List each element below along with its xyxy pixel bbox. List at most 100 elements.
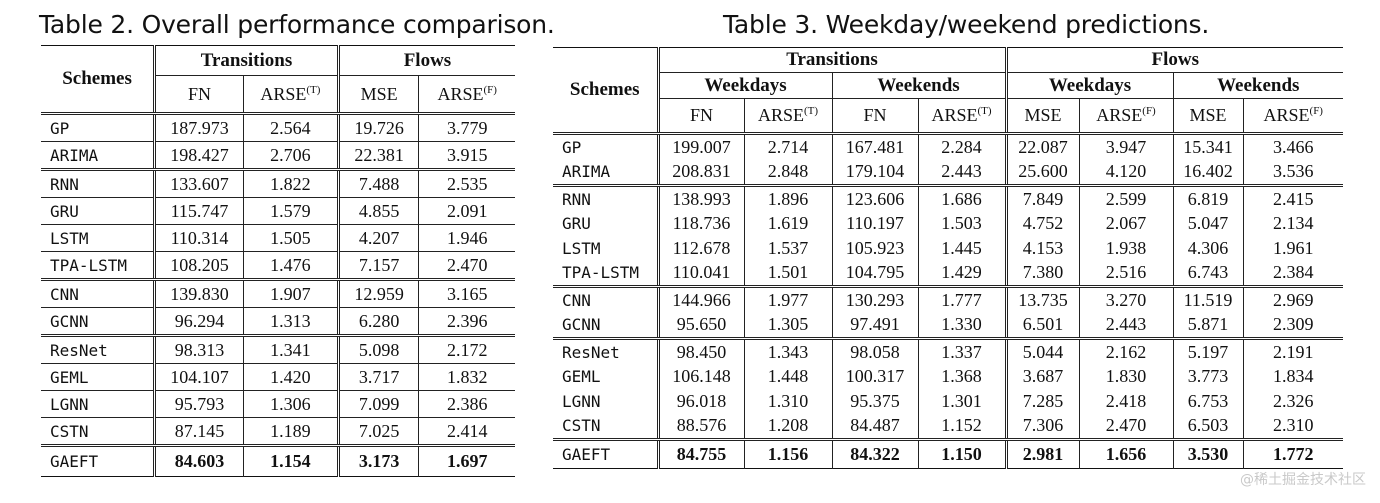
weekday-mse-cell: 6.501 [1004,312,1079,340]
weekday-fn-cell: 138.993 [656,185,744,212]
table-row: GAEFT 84.755 1.156 84.322 1.150 2.981 1.656 3.5… [553,439,1343,469]
weekend-fn-cell: 84.487 [831,413,918,441]
fn-cell: 108.205 [153,251,244,281]
table-row: LGNN 96.018 1.310 95.375 1.301 7.285 2.418 6.75… [553,389,1343,414]
fn-cell: 96.294 [153,307,244,337]
weekday-arse-t-cell: 1.208 [743,413,832,441]
weekend-arse-t-cell: 1.330 [917,312,1006,340]
fn-cell: 110.314 [153,224,244,252]
weekday-mse-cell: 4.752 [1004,211,1079,236]
weekend-arse-t-cell: 2.284 [917,133,1006,160]
weekend-arse-t-cell: 1.445 [917,236,1006,261]
weekend-arse-t-cell: 1.368 [917,364,1006,389]
scheme-cell: CSTN [553,413,658,441]
mse-cell: 4.855 [336,197,419,225]
table-row: ResNet 98.313 1.341 5.098 2.172 [41,335,515,364]
weekday-fn-cell: 95.650 [656,312,744,340]
weekend-mse-cell: 5.047 [1172,211,1243,236]
weekend-arse-f-cell: 1.961 [1242,236,1343,261]
arse-t-cell: 1.154 [242,445,339,477]
scheme-cell: RNN [562,189,591,209]
weekend-mse-cell: 15.341 [1172,133,1243,160]
scheme-cell: GRU [41,197,155,225]
weekday-arse-f-cell: 2.599 [1078,185,1173,212]
weekend-mse-cell: 6.503 [1172,413,1243,441]
table-row: GRU 118.736 1.619 110.197 1.503 4.752 2.067 5.0… [553,211,1343,236]
weekday-arse-f-cell: 1.656 [1078,439,1173,469]
scheme-cell: GP [562,137,582,157]
fn-cell: 98.313 [153,335,244,364]
mse-cell: 7.157 [336,251,419,281]
fn-header: FN [153,75,244,115]
weekday-arse-f-cell: 2.418 [1078,389,1173,414]
mse-header: MSE [336,75,419,115]
flows-header: Flows [336,45,515,76]
mse-cell: 12.959 [336,279,419,308]
scheme-cell: LSTM [41,224,155,252]
fn-cell: 133.607 [153,169,244,198]
fn-cell: 84.603 [153,445,244,477]
weekend-mse-cell: 11.519 [1172,286,1243,313]
arse-t-cell: 1.189 [242,417,339,447]
arse-f-cell: 2.396 [418,307,515,337]
weekend-arse-f-cell: 3.536 [1242,159,1343,187]
scheme-cell: TPA-LSTM [41,251,155,281]
weekday-arse-t-cell: 1.896 [743,185,832,212]
mse-cell: 3.717 [336,363,419,391]
weekend-mse-cell: 16.402 [1172,159,1243,187]
weekend-fn-cell: 104.795 [831,260,918,288]
mse-cell: 5.098 [336,335,419,364]
scheme-cell: LSTM [562,238,601,258]
fn-header: FN [831,98,918,135]
watermark: @稀土掘金技术社区 [1240,472,1366,488]
weekend-fn-cell: 95.375 [831,389,918,414]
arse-t-header: ARSE(T) [743,98,832,135]
table-row: RNN 138.993 1.896 123.606 1.686 7.849 2.599 6.8… [553,185,1343,212]
weekday-arse-t-cell: 1.537 [743,236,832,261]
arse-f-cell: 3.779 [418,113,515,142]
weekday-arse-f-cell: 3.947 [1078,133,1173,160]
table-row: LSTM 112.678 1.537 105.923 1.445 4.153 1.938 4.… [553,236,1343,261]
weekday-fn-cell: 88.576 [656,413,744,441]
weekend-arse-t-cell: 1.429 [917,260,1006,288]
arse-f-cell: 1.946 [418,224,515,252]
arse-t-cell: 1.476 [242,251,339,281]
fn-cell: 95.793 [153,390,244,418]
table-row: ARIMA 208.831 2.848 179.104 2.443 25.600 4.120… [553,159,1343,187]
flows-weekdays-header: Weekdays [1004,72,1173,99]
weekday-mse-cell: 7.285 [1004,389,1079,414]
weekday-weekend-table: Schemes Transitions Flows Weekdays Weeke… [553,47,1343,469]
weekday-arse-f-cell: 1.830 [1078,364,1173,389]
weekday-arse-t-cell: 1.501 [743,260,832,288]
arse-f-cell: 2.535 [418,169,515,198]
weekend-fn-cell: 130.293 [831,286,918,313]
weekday-fn-cell: 96.018 [656,389,744,414]
table-row: GCNN 95.650 1.305 97.491 1.330 6.501 2.443 5.87… [553,312,1343,340]
weekend-arse-t-cell: 1.152 [917,413,1006,441]
table-row: CSTN 87.145 1.189 7.025 2.414 [41,417,515,447]
weekday-mse-cell: 5.044 [1004,338,1079,365]
fn-cell: 115.747 [153,197,244,225]
weekend-fn-cell: 167.481 [831,133,918,160]
weekend-arse-t-cell: 1.503 [917,211,1006,236]
table-row: GEML 106.148 1.448 100.317 1.368 3.687 1.830 3.… [553,364,1343,389]
weekend-fn-cell: 98.058 [831,338,918,365]
arse-f-header: ARSE(F) [1242,98,1343,135]
table-row: GEML 104.107 1.420 3.717 1.832 [41,363,515,391]
weekday-arse-t-cell: 1.343 [743,338,832,365]
scheme-cell: GEML [41,363,155,391]
weekday-fn-cell: 199.007 [656,133,744,160]
weekday-mse-cell: 2.981 [1004,439,1079,469]
scheme-cell: GCNN [553,312,658,340]
weekday-mse-cell: 7.306 [1004,413,1079,441]
weekend-fn-cell: 84.322 [831,439,918,469]
arse-t-cell: 1.341 [242,335,339,364]
weekend-arse-f-cell: 3.466 [1242,133,1343,160]
scheme-cell: TPA-LSTM [553,260,658,288]
mse-header: MSE [1004,98,1079,135]
arse-f-cell: 2.172 [418,335,515,364]
table-row: CNN 144.966 1.977 130.293 1.777 13.735 3.270 11… [553,286,1343,313]
flows-weekends-header: Weekends [1172,72,1343,99]
schemes-header: Schemes [553,47,658,135]
weekday-arse-t-cell: 1.156 [743,439,832,469]
